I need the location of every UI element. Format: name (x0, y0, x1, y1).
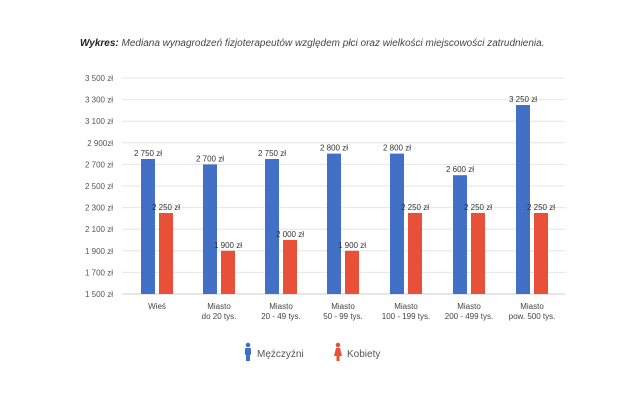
female-person-icon (334, 342, 342, 361)
y-tick-label: 1 700 zł (85, 268, 113, 277)
bar-women (221, 250, 235, 294)
data-label: 2 250 zł (401, 203, 429, 212)
data-label: 1 900 zł (214, 241, 242, 250)
y-tick-label: 3 300 zł (85, 96, 113, 105)
data-label: 2 800 zł (383, 144, 411, 153)
bar-women (345, 250, 359, 294)
x-category-label: Wieś (148, 302, 166, 311)
bar-women (408, 213, 422, 294)
caption-prefix: Wykres: (80, 38, 119, 49)
data-label: 2 000 zł (276, 230, 304, 239)
y-tick-label: 2 900zł (87, 139, 113, 148)
x-category-label: 100 - 199 tys. (382, 312, 430, 321)
caption-text: Mediana wynagrodzeń fizjoterapeutów wzgl… (121, 38, 545, 49)
bar-men (141, 159, 155, 294)
y-tick-label: 3 500 zł (85, 74, 113, 83)
y-tick-label: 1 500 zł (85, 290, 113, 299)
legend-label: Kobiety (347, 349, 380, 360)
bar-women (159, 213, 173, 294)
data-label: 1 900 zł (338, 241, 366, 250)
bar-women (534, 213, 548, 294)
male-person-icon (245, 342, 251, 361)
data-label: 2 750 zł (134, 149, 162, 158)
data-label: 2 250 zł (527, 203, 555, 212)
x-category-label: Miasto (331, 302, 355, 311)
data-label: 2 250 zł (464, 203, 492, 212)
x-category-label: 50 - 99 tys. (323, 312, 363, 321)
y-tick-label: 2 500 zł (85, 182, 113, 191)
x-category-label: do 20 tys. (202, 312, 237, 321)
x-category-label: Miasto (207, 302, 231, 311)
bar-men (390, 153, 404, 294)
x-category-label: 20 - 49 tys. (261, 312, 301, 321)
bar-men (516, 105, 530, 294)
x-category-label: Miasto (394, 302, 418, 311)
data-label: 2 800 zł (320, 144, 348, 153)
data-label: 3 250 zł (509, 95, 537, 104)
y-tick-label: 2 700 zł (85, 160, 113, 169)
y-tick-label: 2 300 zł (85, 204, 113, 213)
bar-women (471, 213, 485, 294)
bar-men (327, 153, 341, 294)
y-tick-label: 3 100 zł (85, 117, 113, 126)
data-label: 2 750 zł (258, 149, 286, 158)
x-category-label: Miasto (520, 302, 544, 311)
x-category-label: 200 - 499 tys. (445, 312, 493, 321)
data-label: 2 600 zł (446, 165, 474, 174)
x-category-label: Miasto (269, 302, 293, 311)
bar-women (283, 240, 297, 294)
data-label: 2 250 zł (152, 203, 180, 212)
bar-men (265, 159, 279, 294)
bar-men (453, 175, 467, 294)
bar-men (203, 164, 217, 294)
data-label: 2 700 zł (196, 154, 224, 163)
legend-label: Mężczyźni (257, 349, 304, 360)
x-category-label: pow. 500 tys. (509, 312, 556, 321)
y-tick-label: 2 100 zł (85, 225, 113, 234)
y-tick-label: 1 900 zł (85, 247, 113, 256)
x-category-label: Miasto (457, 302, 481, 311)
chart-caption: Wykres: Mediana wynagrodzeń fizjoterapeu… (80, 38, 545, 49)
